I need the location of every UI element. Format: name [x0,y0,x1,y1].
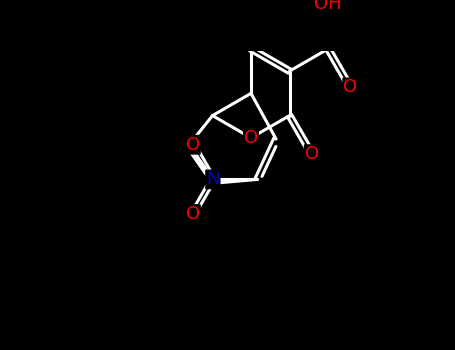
Text: O: O [186,205,200,223]
Text: O: O [244,129,258,147]
Text: O: O [186,136,200,154]
Text: O: O [305,145,319,163]
Text: N: N [206,170,220,188]
Text: O: O [343,78,357,96]
Text: OH: OH [314,0,342,13]
